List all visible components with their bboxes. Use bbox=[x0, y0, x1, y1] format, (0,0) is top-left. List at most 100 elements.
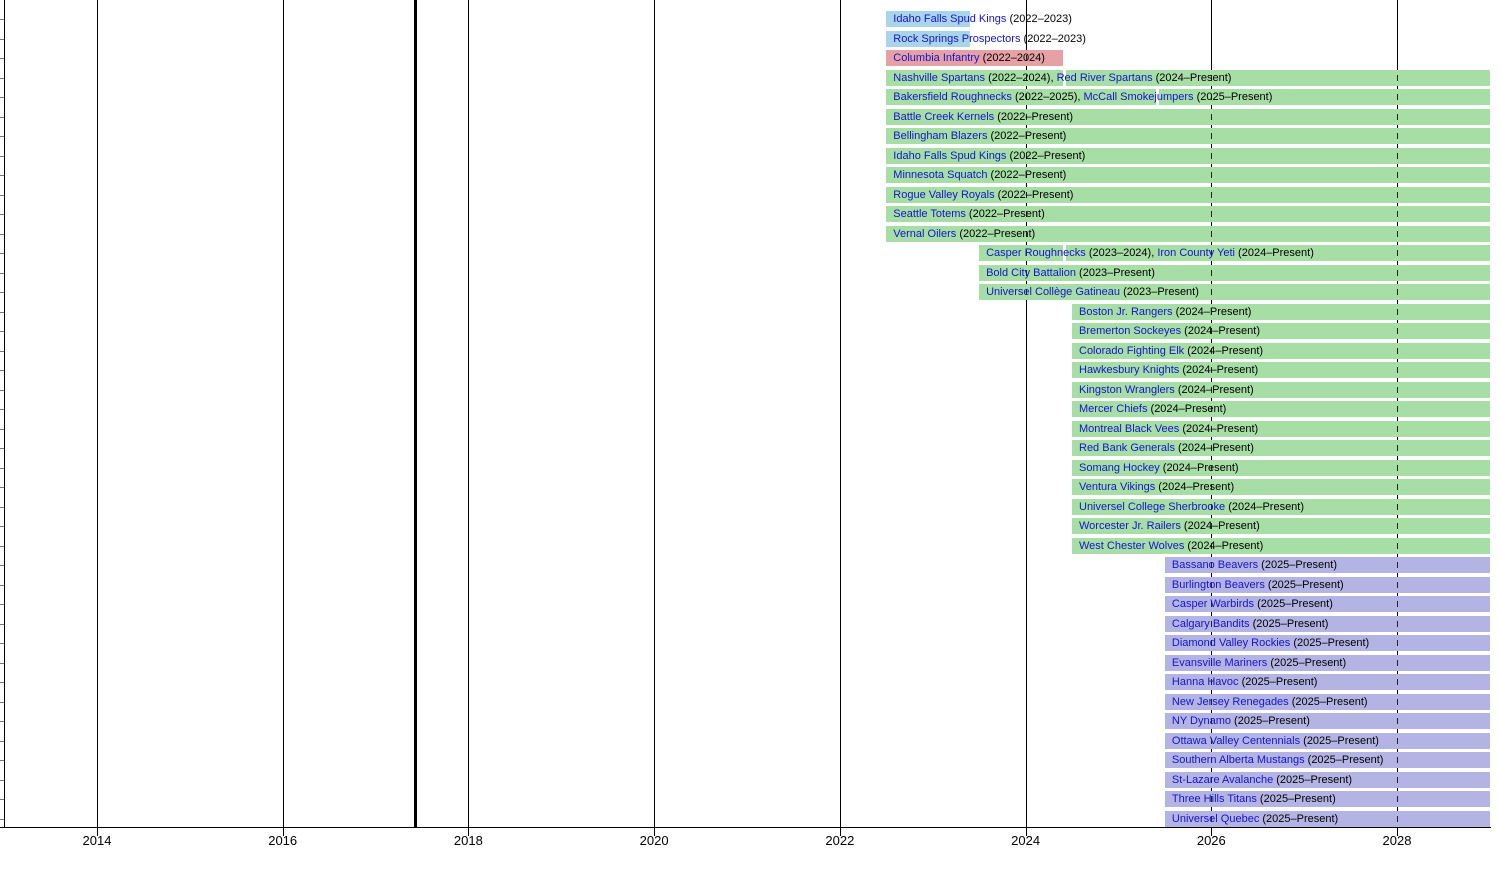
team-years: (2022–Present) bbox=[965, 208, 1045, 220]
gridline-dash bbox=[1397, 757, 1398, 763]
team-link[interactable]: Southern Alberta Mustangs bbox=[1171, 754, 1305, 766]
team-link[interactable]: Hawkesbury Knights bbox=[1079, 364, 1180, 376]
team-link[interactable]: Boston Jr. Rangers bbox=[1079, 306, 1173, 318]
row-tick bbox=[0, 156, 4, 157]
axis-tick bbox=[468, 827, 470, 836]
row-tick bbox=[0, 351, 4, 352]
timeline-bar bbox=[1072, 401, 1490, 417]
gridline-dash bbox=[1397, 328, 1398, 334]
team-link[interactable]: Evansville Mariners bbox=[1171, 657, 1268, 669]
row-tick bbox=[0, 39, 4, 40]
team-link[interactable]: Kingston Wranglers bbox=[1079, 384, 1175, 396]
gridline-dash bbox=[1025, 94, 1027, 100]
team-link[interactable]: Rock Springs Prospectors bbox=[893, 33, 1021, 45]
team-years: (2022–2025), bbox=[1011, 91, 1084, 103]
bar-label: Nashville Spartans (2022–2024), Red Rive… bbox=[893, 70, 1231, 86]
team-link[interactable]: Montreal Black Vees bbox=[1079, 423, 1180, 435]
team-link[interactable]: Diamond Valley Rockies bbox=[1171, 637, 1291, 649]
team-link[interactable]: Bassano Beavers bbox=[1171, 559, 1259, 571]
team-link[interactable]: Universel Collège Gatineau bbox=[986, 286, 1121, 298]
gridline-dash bbox=[1397, 640, 1398, 646]
team-link[interactable]: Idaho Falls Spud Kings bbox=[893, 13, 1007, 25]
team-link[interactable]: Ventura Vikings bbox=[1079, 481, 1156, 493]
gridline-dash bbox=[1397, 426, 1398, 432]
team-link[interactable]: New Jersey Renegades bbox=[1171, 696, 1289, 708]
team-link[interactable]: Battle Creek Kernels bbox=[893, 111, 995, 123]
gridline-dash bbox=[1211, 133, 1213, 139]
gridline-dash bbox=[1211, 718, 1213, 724]
bar-label: Montreal Black Vees (2024–Present) bbox=[1079, 421, 1258, 437]
gridline-dash bbox=[1397, 465, 1398, 471]
team-link[interactable]: NY Dynamo bbox=[1171, 715, 1231, 727]
row-tick bbox=[0, 819, 4, 820]
gridline-dash bbox=[1397, 172, 1398, 178]
team-link[interactable]: Ottawa Valley Centennials bbox=[1171, 735, 1301, 747]
team-link[interactable]: Seattle Totems bbox=[893, 208, 966, 220]
team-link[interactable]: McCall Smokejumpers bbox=[1083, 91, 1194, 103]
row-tick bbox=[0, 799, 4, 800]
team-link[interactable]: Hanna Havoc bbox=[1171, 676, 1239, 688]
axis-tick bbox=[282, 827, 284, 836]
team-link[interactable]: Calgary Bandits bbox=[1171, 618, 1250, 630]
team-link[interactable]: Universel College Sherbrooke bbox=[1079, 501, 1226, 513]
team-link[interactable]: Universel Quebec bbox=[1171, 813, 1260, 825]
bar-label: Evansville Mariners (2025–Present) bbox=[1172, 655, 1346, 671]
gridline-dash bbox=[1025, 153, 1027, 159]
gridline-2022 bbox=[839, 0, 841, 827]
team-years: (2022–2023) bbox=[1020, 33, 1086, 45]
team-link[interactable]: Minnesota Squatch bbox=[893, 169, 988, 181]
team-years: (2022–Present) bbox=[994, 111, 1074, 123]
timeline-bar bbox=[1164, 811, 1490, 827]
gridline-dash bbox=[1211, 484, 1213, 490]
team-years: (2025–Present) bbox=[1254, 598, 1333, 610]
row-tick bbox=[0, 585, 4, 586]
bar-label: Bakersfield Roughnecks (2022–2025), McCa… bbox=[893, 89, 1272, 105]
team-link[interactable]: West Chester Wolves bbox=[1079, 540, 1185, 552]
team-link[interactable]: Columbia Infantry bbox=[893, 52, 980, 64]
gridline-dash bbox=[1397, 94, 1398, 100]
team-years: (2024–Present) bbox=[1175, 442, 1254, 454]
gridline-dash bbox=[1397, 660, 1398, 666]
team-years: (2025–Present) bbox=[1288, 696, 1368, 708]
team-link[interactable]: Bellingham Blazers bbox=[893, 130, 988, 142]
team-link[interactable]: Nashville Spartans bbox=[893, 72, 986, 84]
timeline-bar bbox=[1066, 70, 1490, 86]
team-link[interactable]: Red Bank Generals bbox=[1079, 442, 1175, 454]
team-years: (2022–2023) bbox=[1006, 13, 1072, 25]
team-link[interactable]: Idaho Falls Spud Kings bbox=[893, 150, 1007, 162]
gridline-dash bbox=[1211, 426, 1213, 432]
gridline-dash bbox=[1397, 153, 1398, 159]
team-link[interactable]: Red River Spartans bbox=[1056, 72, 1153, 84]
team-link[interactable]: Bremerton Sockeyes bbox=[1079, 325, 1182, 337]
team-link[interactable]: Casper Warbirds bbox=[1171, 598, 1255, 610]
team-link[interactable]: Colorado Fighting Elk bbox=[1079, 345, 1185, 357]
timeline-bar bbox=[1159, 89, 1490, 105]
gridline-dash bbox=[1211, 699, 1213, 705]
timeline-bar bbox=[1164, 596, 1490, 612]
team-link[interactable]: Casper Roughnecks bbox=[986, 247, 1086, 259]
timeline-bar bbox=[979, 284, 1490, 300]
team-link[interactable]: Worcester Jr. Railers bbox=[1079, 520, 1181, 532]
team-link[interactable]: Bold City Battalion bbox=[986, 267, 1076, 279]
team-link[interactable]: Vernal Oilers bbox=[893, 228, 957, 240]
gridline-dash bbox=[1025, 75, 1027, 81]
team-link[interactable]: Three Hills Titans bbox=[1171, 793, 1257, 805]
team-link[interactable]: Rogue Valley Royals bbox=[893, 189, 995, 201]
timeline-bar bbox=[886, 50, 1063, 66]
team-link[interactable]: Mercer Chiefs bbox=[1079, 403, 1148, 415]
gridline-dash bbox=[1397, 270, 1398, 276]
timeline-bar bbox=[1072, 538, 1490, 554]
gridline-dash bbox=[1397, 387, 1398, 393]
row-tick bbox=[0, 312, 4, 313]
team-link[interactable]: St-Lazare Avalanche bbox=[1171, 774, 1274, 786]
team-link[interactable]: Bakersfield Roughnecks bbox=[893, 91, 1012, 103]
team-years: (2024–Present) bbox=[1179, 364, 1259, 376]
timeline-bar bbox=[1072, 460, 1490, 476]
team-link[interactable]: Somang Hockey bbox=[1079, 462, 1160, 474]
row-tick bbox=[0, 19, 4, 20]
team-link[interactable]: Burlington Beavers bbox=[1171, 579, 1265, 591]
team-years: (2025–Present) bbox=[1273, 774, 1353, 786]
timeline-bar bbox=[979, 265, 1490, 281]
team-link[interactable]: Iron County Yeti bbox=[1157, 247, 1235, 259]
gridline-dash bbox=[1397, 738, 1398, 744]
